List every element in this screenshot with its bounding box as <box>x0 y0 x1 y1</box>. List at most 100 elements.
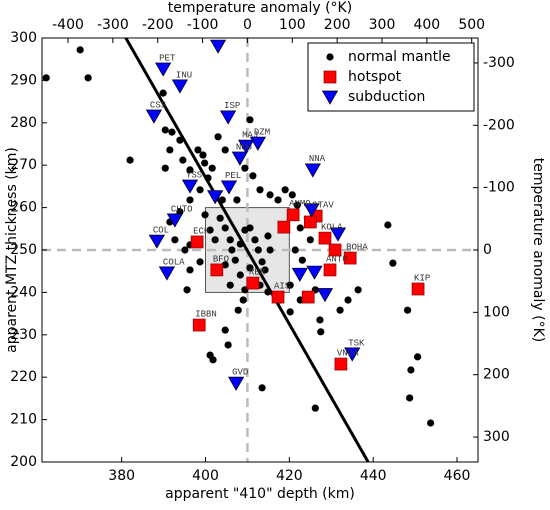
y-tick-label: 250 <box>10 242 37 258</box>
x-tick-label: 460 <box>444 468 471 484</box>
point <box>216 214 224 222</box>
point <box>304 163 321 178</box>
point <box>286 308 294 316</box>
point <box>220 110 237 125</box>
point <box>303 203 320 218</box>
y-tick-label: 240 <box>10 284 37 300</box>
x2-tick-label: -200 <box>142 17 174 33</box>
point <box>261 266 269 274</box>
point <box>246 116 254 124</box>
point <box>329 227 347 242</box>
point <box>336 306 344 314</box>
point <box>210 263 224 277</box>
point-label: COL <box>153 225 169 235</box>
point <box>168 128 176 136</box>
point-label: INU <box>176 70 192 80</box>
point <box>221 146 229 154</box>
point <box>293 201 301 209</box>
point-label: AIS <box>274 281 290 291</box>
point <box>274 196 282 204</box>
x-axis-label: apparent "410" depth (km) <box>165 486 355 502</box>
point <box>221 261 229 269</box>
point <box>84 74 92 82</box>
point <box>406 394 414 402</box>
point-label: COLA <box>163 257 185 267</box>
point <box>145 109 163 124</box>
y2-tick-label: 100 <box>483 304 510 320</box>
point <box>201 159 209 167</box>
fit-line <box>124 38 370 462</box>
point <box>249 136 267 151</box>
point <box>166 213 184 228</box>
point <box>171 236 179 244</box>
point <box>211 236 219 244</box>
point <box>214 133 222 141</box>
point <box>301 290 315 304</box>
point <box>236 240 244 248</box>
point <box>411 282 425 296</box>
point <box>286 208 300 222</box>
point <box>254 246 262 254</box>
point <box>199 151 207 159</box>
point <box>192 318 206 332</box>
point <box>317 328 325 336</box>
point <box>227 376 245 391</box>
legend-marker <box>326 53 334 61</box>
point <box>42 74 50 82</box>
point <box>384 221 392 229</box>
point <box>264 232 272 240</box>
point-label: ECH <box>193 226 209 236</box>
point-label: CSS <box>150 100 166 110</box>
point <box>343 251 357 265</box>
point <box>228 246 236 254</box>
point-label: KIP <box>414 273 430 283</box>
point-label: NNA <box>309 154 326 164</box>
point <box>158 266 176 281</box>
legend-marker <box>321 90 339 105</box>
point <box>246 276 260 290</box>
point <box>196 186 204 194</box>
point <box>306 265 323 280</box>
point <box>155 62 172 77</box>
point <box>224 341 232 349</box>
point-label: BOHA <box>346 242 368 252</box>
point <box>207 190 224 205</box>
point <box>176 136 184 144</box>
point-label: TSK <box>348 338 365 348</box>
point <box>186 266 194 274</box>
point <box>181 179 199 194</box>
y-tick-label: 220 <box>10 369 37 385</box>
point-label: ISP <box>224 101 240 111</box>
point <box>291 267 308 282</box>
point <box>148 234 165 249</box>
point <box>159 89 167 97</box>
point <box>220 180 238 195</box>
x2-tick-label: 0 <box>243 17 252 33</box>
point <box>209 39 227 54</box>
point <box>241 226 249 234</box>
point <box>311 404 319 412</box>
point <box>179 156 187 164</box>
x2-tick-label: 100 <box>279 17 306 33</box>
point <box>328 243 342 257</box>
point <box>236 271 244 279</box>
point-label: GAR <box>214 30 231 40</box>
x2-tick-label: -400 <box>52 17 84 33</box>
point <box>344 296 352 304</box>
y-tick-label: 270 <box>10 157 37 173</box>
x2-tick-label: 300 <box>369 17 396 33</box>
point <box>161 164 169 172</box>
point <box>296 224 304 232</box>
point <box>266 191 274 199</box>
y2-tick-label: -200 <box>483 117 515 133</box>
point <box>171 79 189 94</box>
point <box>221 224 229 232</box>
point-label: DZM <box>254 128 270 138</box>
point <box>403 306 412 314</box>
point <box>238 139 255 154</box>
x2-tick-label: 200 <box>324 17 351 33</box>
point <box>389 259 397 267</box>
point <box>166 146 174 154</box>
